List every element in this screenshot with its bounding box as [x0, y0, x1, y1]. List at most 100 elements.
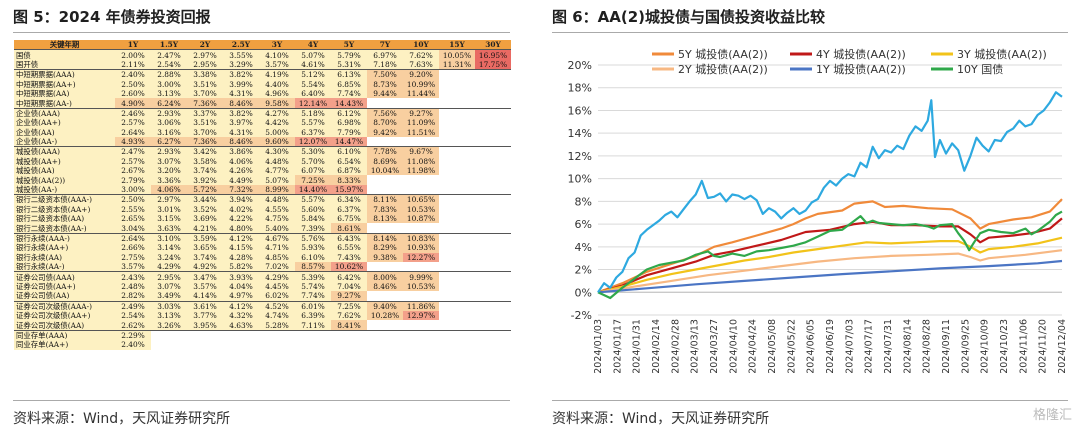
table-cell: 5.00% — [259, 127, 295, 137]
table-cell — [439, 156, 475, 167]
table-header-4y: 4Y — [295, 40, 331, 50]
table-cell: 4.32% — [223, 310, 259, 321]
table-cell: 8.69% — [367, 156, 403, 167]
table-cell: 3.77% — [187, 310, 223, 321]
table-cell: 6.34% — [331, 194, 367, 205]
series-line — [597, 91, 1063, 293]
table-header-1-5y: 1.5Y — [151, 40, 187, 50]
x-tick-label: 2024/07/17 — [864, 319, 875, 374]
table-cell: 2.67% — [115, 166, 151, 176]
table-cell: 3.01% — [151, 204, 187, 215]
table-cell — [475, 204, 511, 215]
table-cell: 10.04% — [367, 166, 403, 176]
table-cell: 6.85% — [331, 79, 367, 89]
table-cell: 2.47% — [151, 49, 187, 60]
x-tick-label: 2024/10/23 — [999, 319, 1010, 374]
table-row: 企业债(AAA) 2.46% 2.93% 3.37% 3.82% 4.27% 5.18% 6.… — [14, 107, 511, 119]
table-cell: 4.06% — [223, 156, 259, 167]
row-label: 城投债(AAA) — [14, 146, 115, 157]
table-cell — [367, 291, 403, 302]
table-header-10y: 10Y — [403, 40, 439, 50]
table-cell — [439, 261, 475, 272]
row-label: 企业债(AA-) — [14, 136, 115, 147]
y-tick-label: 14% — [568, 127, 592, 140]
table-cell — [439, 175, 475, 185]
table-cell: 3.70% — [187, 88, 223, 99]
table-cell: 3.24% — [151, 252, 187, 262]
table-cell — [223, 329, 259, 341]
legend-label: 10Y 国债 — [957, 62, 1003, 76]
x-tick-label: 2024/03/13 — [690, 319, 701, 374]
table-cell: 10.99% — [403, 79, 439, 89]
table-cell: 7.74% — [331, 88, 367, 99]
table-header-5y: 5Y — [331, 40, 367, 50]
y-tick-label: 16% — [568, 104, 592, 117]
table-cell — [475, 310, 511, 321]
table-cell: 11.09% — [403, 118, 439, 128]
table-cell: 2.97% — [187, 49, 223, 60]
table-cell: 2.49% — [115, 300, 151, 311]
table-cell: 3.55% — [223, 49, 259, 60]
x-tick-label: 2024/10/09 — [980, 319, 991, 374]
table-row: 城投债(AA-) 3.00% 4.06% 5.72% 7.32% 8.99% 14.40% 1… — [14, 184, 511, 195]
table-cell: 3.44% — [187, 194, 223, 205]
legend-label: 4Y 城投债(AA(2)) — [816, 47, 906, 61]
table-header-2-5y: 2.5Y — [223, 40, 259, 50]
table-cell: 10.87% — [403, 214, 439, 224]
table-cell: 3.04% — [115, 223, 151, 234]
y-tick-label: 6% — [575, 218, 592, 231]
table-cell: 2.55% — [115, 204, 151, 215]
table-cell — [475, 223, 511, 234]
table-cell: 10.53% — [403, 204, 439, 215]
row-label: 城投债(AA-) — [14, 184, 115, 195]
table-cell — [367, 184, 403, 195]
x-tick-label: 2024/05/08 — [767, 319, 778, 374]
series-line — [597, 259, 1063, 294]
row-label: 银行二级资本债(AAA-) — [14, 194, 115, 205]
legend-label: 2Y 城投债(AA(2)) — [678, 62, 768, 76]
table-cell: 7.25% — [295, 175, 331, 185]
table-cell: 4.40% — [259, 79, 295, 89]
table-cell: 3.26% — [151, 320, 187, 331]
right-source-note: 资料来源：Wind，天风证券研究所 — [552, 411, 770, 427]
row-label: 中短期票据(AA+) — [14, 79, 115, 89]
row-label: 城投债(AA(2)) — [14, 175, 115, 185]
table-cell: 2.57% — [115, 156, 151, 167]
table-cell: 7.32% — [223, 184, 259, 195]
table-cell: 3.70% — [187, 127, 223, 137]
table-cell: 8.57% — [295, 261, 331, 272]
row-label: 国开债 — [14, 59, 115, 70]
table-cell: 3.69% — [187, 214, 223, 224]
table-cell: 5.57% — [295, 118, 331, 128]
row-label: 银行永续(AA) — [14, 252, 115, 262]
table-cell: 7.78% — [367, 146, 403, 157]
right-panel-title: 图 6：AA(2)城投债与国债投资收益比较 — [552, 8, 826, 26]
table-cell: 5.07% — [295, 49, 331, 60]
table-cell: 7.79% — [331, 127, 367, 137]
table-cell — [295, 329, 331, 341]
table-row: 国债 2.00% 2.47% 2.97% 3.55% 4.10% 5.07% 5.79% 6.9… — [14, 49, 511, 60]
table-cell: 3.13% — [151, 310, 187, 321]
table-row: 银行二级资本债(AAA-) 2.50% 2.97% 3.44% 3.94% 4.48% 5.… — [14, 194, 511, 205]
table-cell: 4.63% — [223, 320, 259, 331]
x-tick-label: 2024/01/31 — [632, 319, 643, 374]
table-cell: 9.20% — [403, 69, 439, 80]
table-cell: 10.28% — [367, 310, 403, 321]
table-cell: 3.86% — [223, 146, 259, 157]
table-cell: 6.27% — [151, 136, 187, 147]
table-cell: 8.14% — [367, 232, 403, 244]
row-label: 企业债(AAA) — [14, 107, 115, 119]
table-cell: 4.12% — [223, 232, 259, 244]
table-cell: 11.08% — [403, 156, 439, 167]
table-cell: 8.73% — [367, 79, 403, 89]
table-cell — [187, 340, 223, 350]
table-cell: 7.56% — [367, 107, 403, 119]
table-cell: 2.65% — [115, 214, 151, 224]
row-label: 银行永续(AA-) — [14, 261, 115, 272]
table-cell: 3.10% — [151, 232, 187, 244]
table-row: 同业存单(AAA) 2.29% — [14, 329, 511, 341]
table-cell: 6.39% — [295, 310, 331, 321]
right-source-rule — [552, 400, 1068, 401]
table-cell: 2.40% — [115, 340, 151, 350]
table-cell: 4.15% — [223, 243, 259, 253]
